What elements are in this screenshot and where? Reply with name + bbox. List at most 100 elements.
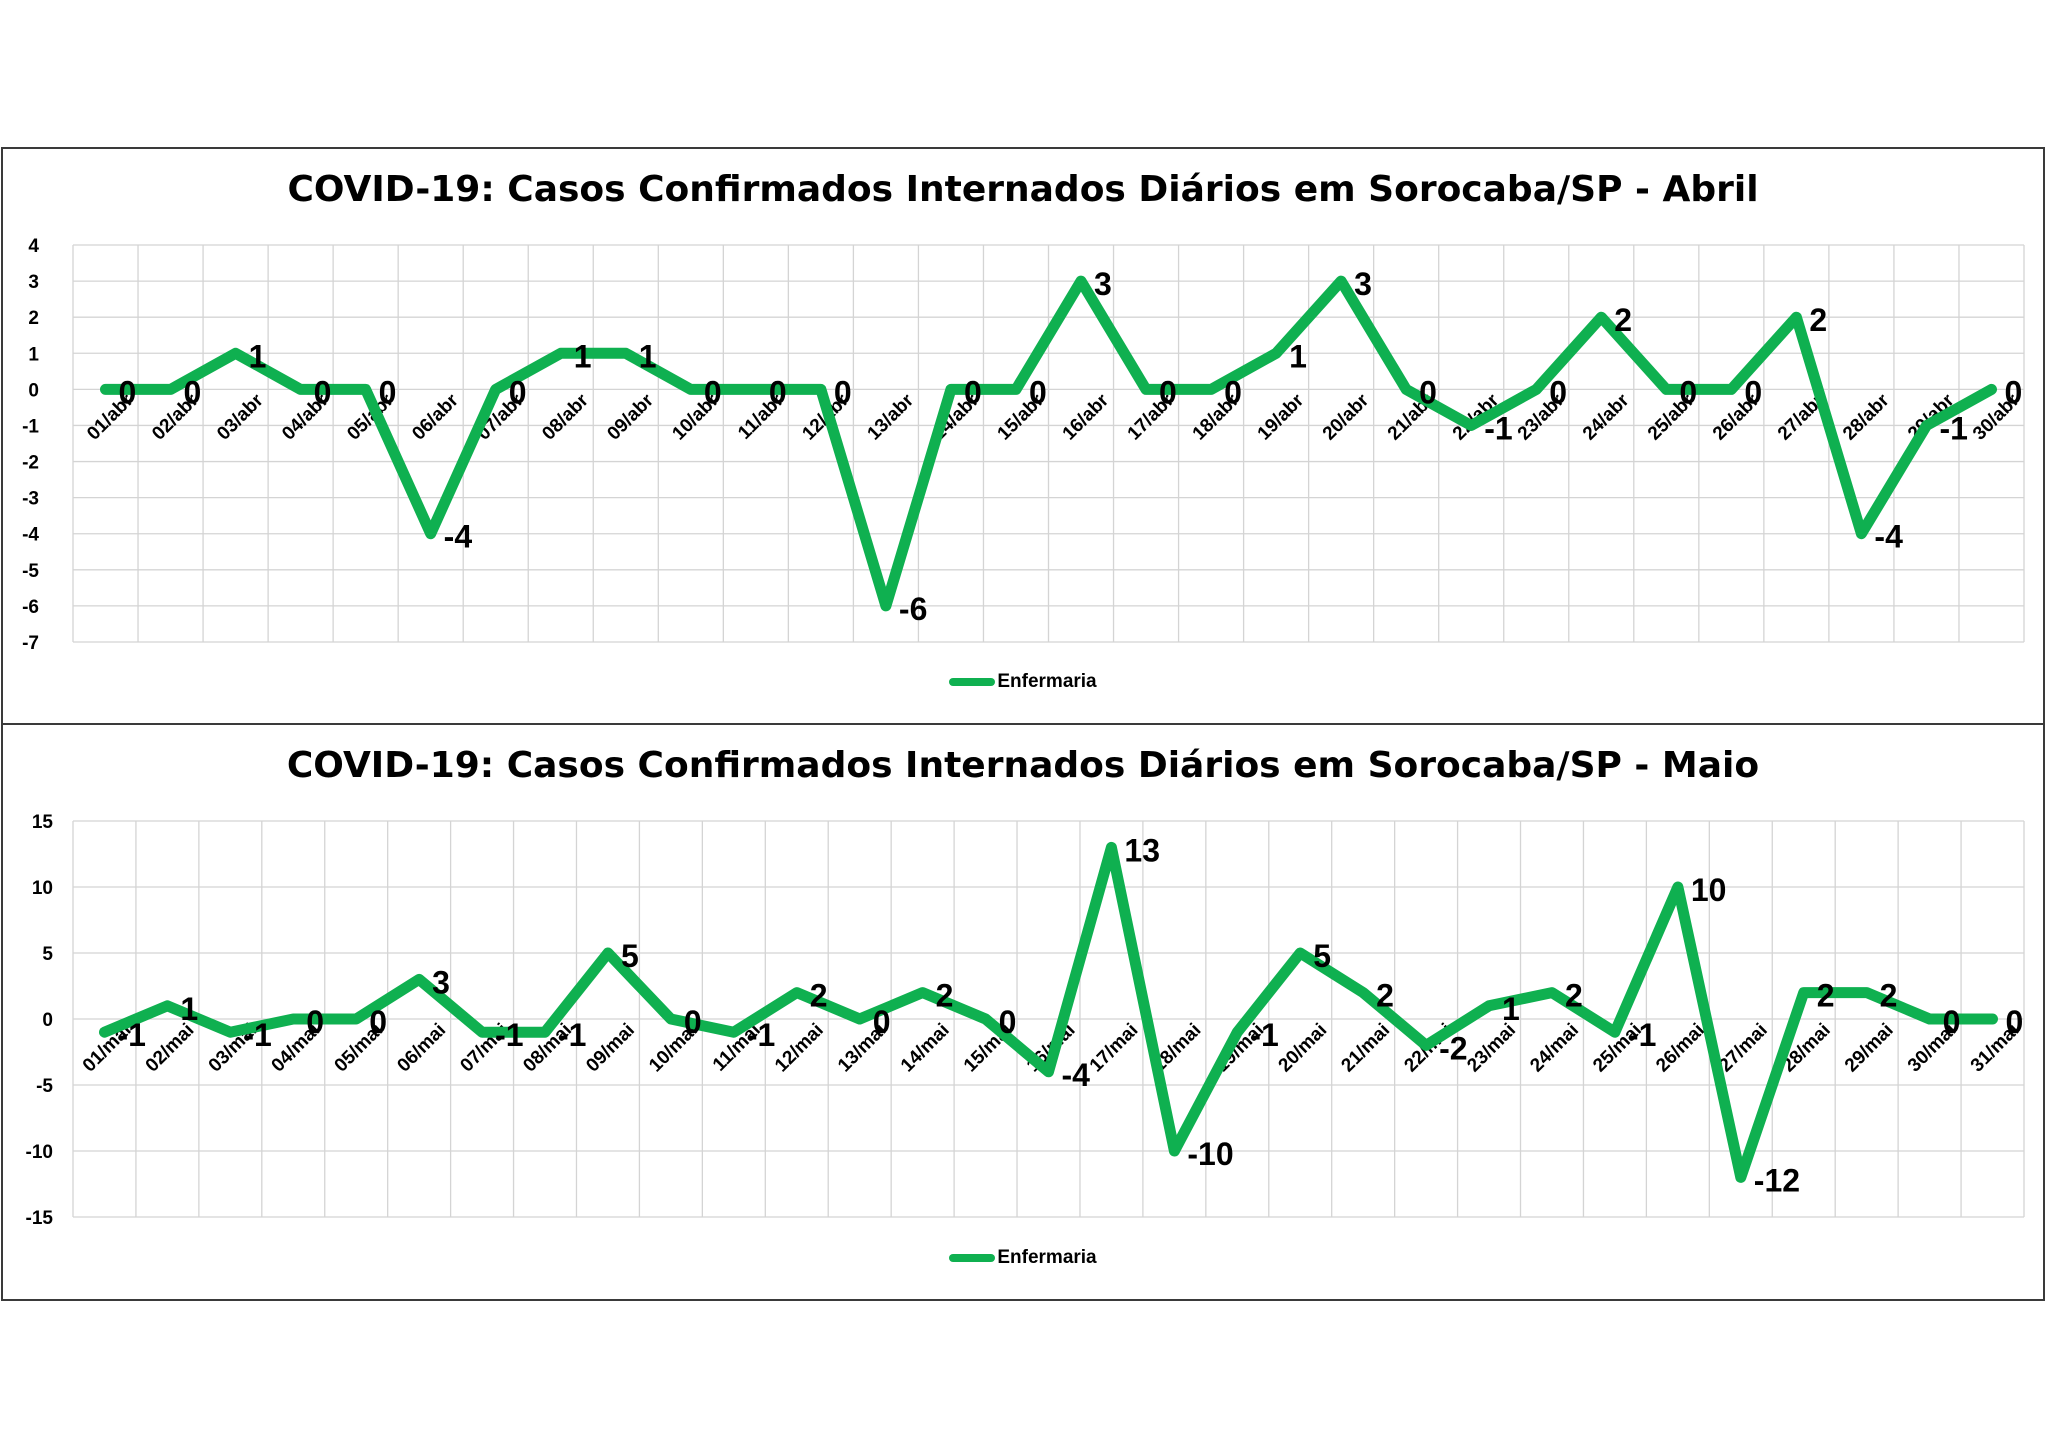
data-label: 0	[314, 374, 332, 410]
data-label: 13	[1124, 832, 1160, 868]
data-label: 1	[1289, 338, 1307, 374]
y-tick-label: 4	[28, 236, 39, 257]
data-label: 0	[684, 1004, 702, 1040]
data-label: -1	[558, 1017, 586, 1053]
data-label: 0	[184, 374, 202, 410]
legend-line-swatch	[949, 1254, 996, 1262]
x-tick-label: 20/abr	[1319, 390, 1374, 445]
data-label: 0	[1744, 374, 1762, 410]
data-label: -4	[1874, 519, 1903, 555]
y-tick-label: -3	[22, 489, 39, 510]
x-tick-label: 28/abr	[1839, 390, 1894, 445]
legend-label: Enfermaria	[997, 671, 1097, 692]
x-tick-label: 09/abr	[603, 390, 658, 445]
data-label: -1	[1250, 1017, 1278, 1053]
data-label: 2	[1817, 978, 1835, 1014]
data-label: 0	[1549, 374, 1567, 410]
data-label: 2	[1614, 302, 1632, 338]
data-label: -2	[1439, 1030, 1467, 1066]
y-tick-label: -4	[22, 525, 39, 546]
data-label: -1	[243, 1017, 271, 1053]
y-tick-label: -1	[22, 416, 39, 437]
series-line-enfermaria	[100, 275, 1997, 612]
data-label: 1	[249, 338, 267, 374]
chart-title: COVID-19: Casos Confirmados Internados D…	[286, 745, 1760, 786]
y-tick-label: 1	[28, 344, 39, 365]
y-tick-label: 0	[28, 380, 39, 401]
legend-line-swatch	[949, 678, 996, 686]
x-tick-label: 06/mai	[393, 1020, 450, 1077]
x-tick-label: 20/mai	[1275, 1020, 1332, 1077]
legend-label: Enfermaria	[997, 1247, 1097, 1268]
x-tick-label: 24/abr	[1579, 390, 1634, 445]
data-label: 3	[432, 964, 450, 1000]
data-label: -4	[444, 519, 473, 555]
data-label: 0	[999, 1004, 1017, 1040]
y-tick-label: 5	[42, 944, 53, 965]
data-label: 3	[1354, 266, 1372, 302]
data-label: 0	[2006, 1004, 2024, 1040]
x-tick-label: 09/mai	[582, 1020, 639, 1077]
x-tick-label: 16/abr	[1059, 390, 1114, 445]
data-label: -10	[1187, 1136, 1233, 1172]
data-label: 0	[1029, 374, 1047, 410]
data-label: -1	[1484, 410, 1512, 446]
y-tick-label: 0	[42, 1010, 53, 1031]
april-chart-panel: COVID-19: Casos Confirmados Internados D…	[1, 147, 2045, 725]
data-label: 5	[1313, 938, 1331, 974]
data-label: 0	[369, 1004, 387, 1040]
data-label: 2	[1809, 302, 1827, 338]
data-label: -1	[117, 1017, 145, 1053]
data-label: 0	[1679, 374, 1697, 410]
data-label: 0	[964, 374, 982, 410]
y-tick-label: 15	[32, 812, 54, 833]
x-tick-label: 24/mai	[1526, 1020, 1583, 1077]
y-tick-label: -15	[26, 1208, 54, 1229]
data-label: 0	[306, 1004, 324, 1040]
y-tick-label: -5	[36, 1076, 53, 1097]
data-label: -4	[1062, 1057, 1091, 1093]
data-label: 1	[1502, 991, 1520, 1027]
data-label: 1	[574, 338, 592, 374]
y-tick-label: -6	[22, 597, 39, 618]
data-label: 2	[1376, 978, 1394, 1014]
x-tick-label: 26/mai	[1652, 1020, 1709, 1077]
y-tick-label: -10	[26, 1142, 53, 1163]
x-tick-label: 19/abr	[1254, 390, 1309, 445]
y-tick-label: -7	[22, 633, 39, 654]
x-tick-label: 12/mai	[771, 1020, 828, 1077]
chart-legend: Enfermaria	[3, 1247, 2043, 1269]
chart-title: COVID-19: Casos Confirmados Internados D…	[287, 169, 1759, 210]
series-line-enfermaria	[99, 841, 1998, 1183]
data-label: 0	[119, 374, 137, 410]
data-label: 0	[873, 1004, 891, 1040]
data-label: 1	[180, 991, 198, 1027]
data-label: 3	[1094, 266, 1112, 302]
data-label: -1	[1628, 1017, 1656, 1053]
x-tick-label: 14/mai	[897, 1020, 954, 1077]
data-label: 0	[379, 374, 397, 410]
x-tick-label: 17/mai	[1086, 1020, 1143, 1077]
data-label: 2	[1565, 978, 1583, 1014]
x-tick-label: 23/mai	[1463, 1020, 1520, 1077]
y-tick-label: -5	[22, 561, 39, 582]
x-tick-label: 08/abr	[538, 390, 593, 445]
data-label: 2	[1880, 978, 1898, 1014]
data-label: 0	[1943, 1004, 1961, 1040]
data-label: -12	[1754, 1162, 1800, 1198]
x-tick-label: 02/mai	[142, 1020, 199, 1077]
y-tick-label: -2	[22, 453, 39, 474]
data-label: 2	[810, 978, 828, 1014]
x-tick-label: 03/abr	[213, 390, 268, 445]
data-label: 0	[704, 374, 722, 410]
data-label: 5	[621, 938, 639, 974]
data-label: -1	[495, 1017, 523, 1053]
data-label: 0	[509, 374, 527, 410]
may-chart-panel: COVID-19: Casos Confirmados Internados D…	[1, 723, 2045, 1301]
y-tick-label: 10	[32, 878, 53, 899]
x-tick-label: 13/abr	[864, 390, 919, 445]
data-label: 0	[1419, 374, 1437, 410]
x-tick-label: 21/mai	[1338, 1020, 1395, 1077]
